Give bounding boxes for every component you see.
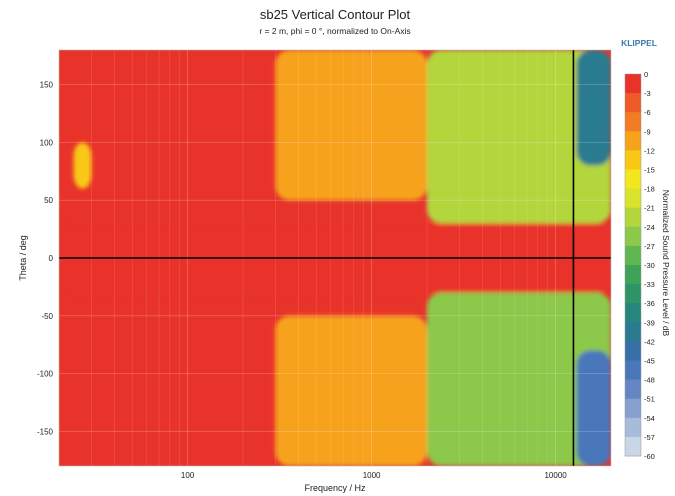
x-tick-label: 100 (181, 471, 195, 480)
colorbar-swatch (625, 379, 641, 400)
contour-region (427, 292, 611, 466)
y-tick-labels: 150 100 50 0 -50 -100 -150 (37, 81, 54, 437)
y-tick-label: -150 (37, 427, 54, 436)
y-tick-label: 100 (40, 138, 54, 147)
x-axis-label: Frequency / Hz (304, 483, 366, 493)
colorbar-tick-label: -12 (644, 146, 655, 155)
contour-region (275, 50, 427, 201)
colorbar-tick-label: -45 (644, 357, 655, 366)
colorbar-swatch (625, 245, 641, 266)
y-axis-label: Theta / deg (18, 235, 28, 281)
colorbar-swatch (625, 93, 641, 113)
brand-logo: KLIPPEL (621, 38, 657, 48)
colorbar-swatch (625, 341, 641, 361)
colorbar-swatch (625, 169, 641, 190)
colorbar-tick-label: -30 (644, 261, 655, 270)
colorbar-tick-label: -51 (644, 395, 655, 404)
colorbar-swatch (625, 322, 641, 342)
colorbar-tick-label: 0 (644, 70, 648, 79)
x-tick-labels: 100 1000 10000 (181, 471, 567, 480)
colorbar-tick-label: -3 (644, 89, 651, 98)
colorbar-tick-label: -54 (644, 414, 655, 423)
colorbar-swatch (625, 417, 641, 438)
colorbar-swatch (625, 226, 641, 247)
colorbar-swatch (625, 150, 641, 170)
colorbar-tick-label: -39 (644, 318, 655, 327)
colorbar-swatch (625, 303, 641, 323)
colorbar-tick-label: -33 (644, 280, 655, 289)
colorbar-tick-label: -9 (644, 127, 651, 136)
colorbar-label: Normalized Sound Pressure Level / dB (661, 190, 671, 337)
colorbar-tick-label: -27 (644, 242, 655, 251)
colorbar-swatch (625, 207, 641, 228)
chart-title: sb25 Vertical Contour Plot (260, 7, 411, 22)
colorbar-frame (624, 73, 642, 457)
colorbar-swatch (625, 188, 641, 209)
colorbar-swatch (625, 284, 641, 304)
colorbar-tick-label: -60 (644, 452, 655, 461)
contour-region (73, 142, 92, 189)
contour-region (576, 350, 611, 466)
colorbar-swatch (625, 112, 641, 132)
colorbar-tick-label: -15 (644, 166, 655, 175)
y-tick-label: -100 (37, 370, 54, 379)
x-tick-label: 10000 (544, 471, 567, 480)
contour-region (576, 50, 611, 166)
colorbar-tick-label: -42 (644, 337, 655, 346)
colorbar-swatch (625, 74, 641, 94)
y-tick-label: -50 (41, 312, 53, 321)
y-tick-label: 150 (40, 81, 54, 90)
colorbar-tick-label: -48 (644, 376, 655, 385)
colorbar-tick-label: -24 (644, 223, 655, 232)
colorbar-tick-label: -6 (644, 108, 651, 117)
colorbar-tick-label: -21 (644, 204, 655, 213)
chart-subtitle: r = 2 m, phi = 0 °, normalized to On-Axi… (259, 26, 410, 36)
y-tick-label: 50 (44, 196, 53, 205)
contour-region (427, 50, 611, 224)
contour-region (275, 315, 427, 466)
colorbar-swatch (625, 398, 641, 419)
colorbar-tick-label: -36 (644, 299, 655, 308)
colorbar-tick-label: -57 (644, 433, 655, 442)
y-tick-label: 0 (49, 254, 54, 263)
colorbar: 0 -3 -6 -9 -12 -15 -18 -21 -24 -27 -30 -33 -36 -39 -42… (624, 70, 655, 461)
plot-area (59, 50, 611, 466)
colorbar-swatch (625, 436, 641, 457)
colorbar-swatch (625, 131, 641, 151)
colorbar-swatch (625, 360, 641, 381)
colorbar-swatch (625, 265, 641, 285)
colorbar-tick-label: -18 (644, 185, 655, 194)
plot-frame (58, 49, 612, 467)
reference-lines (59, 50, 611, 466)
x-tick-label: 1000 (363, 471, 381, 480)
